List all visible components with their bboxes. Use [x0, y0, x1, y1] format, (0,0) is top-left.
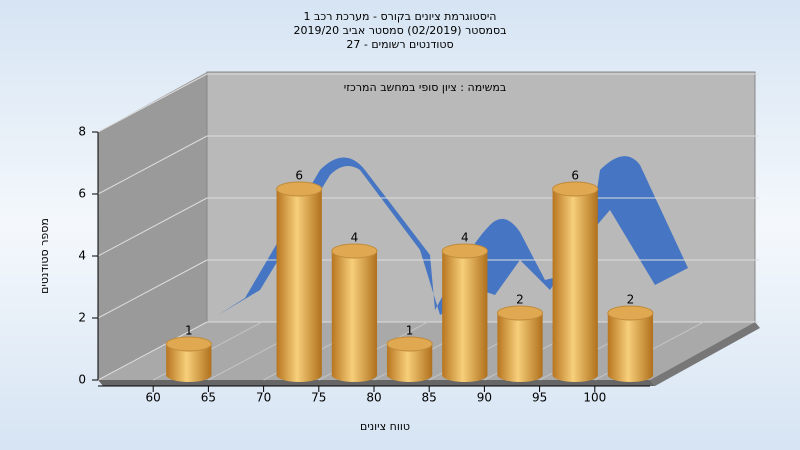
x-tick-label: 90 [477, 391, 492, 405]
bar-top [331, 243, 378, 259]
bar-top [496, 305, 544, 321]
data-label: 6 [571, 169, 579, 183]
x-tick-label: 80 [366, 391, 381, 405]
bar-top [276, 181, 323, 197]
grid-line [97, 259, 208, 319]
data-label: 4 [461, 231, 469, 245]
x-tick-label: 75 [311, 391, 326, 405]
chart-subtitle: בסמסטר (02/2019) סמסטר אביב 2019/20 [293, 24, 506, 37]
data-label: 6 [295, 169, 303, 183]
bar [331, 251, 378, 375]
annotation: במשימה : ציון סופי במחשב המרכזי [344, 81, 507, 94]
bar-top [441, 243, 488, 259]
x-axis-label: טווח ציונים [360, 420, 410, 433]
floor-edge [650, 322, 760, 386]
grid-line [97, 135, 208, 195]
data-label: 1 [406, 324, 414, 338]
grid-line [97, 321, 208, 381]
bar [276, 189, 322, 375]
bar [497, 313, 543, 375]
data-label: 2 [627, 293, 635, 307]
y-tick-label: 6 [78, 187, 86, 201]
grid-line [97, 73, 208, 133]
bar [442, 251, 488, 375]
x-tick-label: 85 [422, 391, 437, 405]
x-tick-label: 95 [532, 391, 547, 405]
bar-top [165, 336, 212, 352]
y-tick-label: 2 [78, 311, 86, 325]
bar [607, 313, 654, 375]
y-tick-label: 4 [78, 249, 86, 263]
data-label: 2 [516, 293, 524, 307]
chart-subtitle: סטודנטים רשומים - 27 [346, 38, 453, 51]
y-axis-label: מספר סטודנטים [38, 218, 51, 294]
x-tick-label: 100 [583, 391, 606, 405]
y-tick-label: 8 [78, 125, 86, 139]
chart-title: היסטוגרמת ציונים בקורס - מערכת רכב 1 [304, 10, 497, 23]
x-tick-label: 65 [201, 391, 216, 405]
y-tick-label: 0 [78, 373, 86, 387]
data-label: 4 [351, 231, 359, 245]
bar-top [607, 305, 654, 321]
x-tick-label: 60 [146, 391, 161, 405]
bar-top [386, 336, 433, 352]
data-label: 1 [185, 324, 193, 338]
bar [552, 189, 598, 375]
x-tick-label: 70 [256, 391, 271, 405]
grid-line [97, 197, 208, 257]
bar-top [552, 181, 599, 197]
